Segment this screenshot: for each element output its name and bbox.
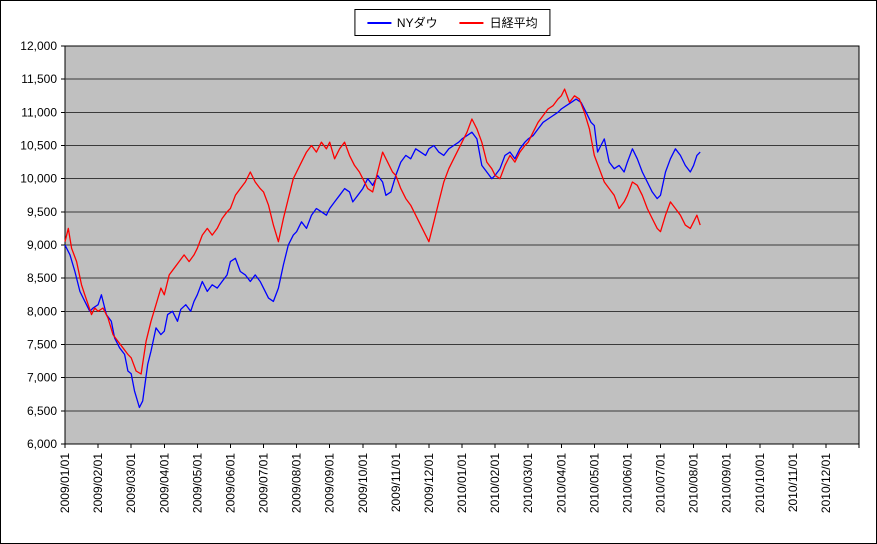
y-axis-label: 8,000 (27, 304, 57, 318)
x-axis-label: 2010/11/01 (786, 453, 800, 512)
nydow-line-sample-icon (366, 21, 391, 24)
x-axis-label: 2009/10/01 (356, 453, 370, 513)
x-axis-label: 2009/05/01 (190, 453, 204, 513)
y-axis-label: 9,500 (27, 205, 57, 219)
legend-label-nydow: NYダウ (396, 16, 438, 30)
y-axis-label: 8,500 (27, 271, 57, 285)
x-axis-label: 2010/07/01 (654, 453, 668, 513)
x-axis-label: 2009/11/01 (389, 453, 403, 512)
y-axis-label: 11,500 (21, 72, 57, 86)
x-axis-label: 2009/01/01 (58, 453, 72, 513)
x-axis-label: 2010/01/01 (455, 453, 469, 513)
x-axis-label: 2010/04/01 (554, 453, 568, 513)
legend-item-nydow: NYダウ (366, 14, 438, 31)
x-axis-label: 2010/02/01 (488, 453, 502, 513)
legend-item-nikkei: 日経平均 (459, 14, 538, 31)
chart-legend: NYダウ 日経平均 (353, 9, 551, 36)
nikkei-line-series (64, 88, 701, 375)
x-axis-label: 2009/02/01 (91, 453, 105, 513)
nydow-line-series (64, 98, 701, 409)
x-axis-label: 2009/08/01 (290, 453, 304, 513)
x-axis-label: 2009/09/01 (323, 453, 337, 513)
y-axis-label: 12,000 (20, 39, 57, 53)
y-axis-label: 11,000 (21, 105, 57, 119)
x-axis-label: 2009/03/01 (124, 453, 138, 513)
y-axis-label: 10,500 (20, 139, 57, 153)
x-axis-label: 2010/05/01 (587, 453, 601, 513)
x-axis-label: 2010/10/01 (753, 453, 767, 513)
y-axis-label: 9,000 (27, 238, 57, 252)
x-axis-label: 2010/12/01 (819, 453, 833, 513)
y-axis-label: 10,000 (20, 172, 57, 186)
x-axis-label: 2009/06/01 (223, 453, 237, 513)
nikkei-line-sample-icon (459, 21, 484, 24)
x-axis-label: 2010/06/01 (620, 453, 634, 513)
x-axis-label: 2009/07/01 (257, 453, 271, 513)
y-axis-label: 7,000 (27, 371, 57, 385)
y-axis-label: 6,000 (27, 437, 57, 451)
y-axis-label: 6,500 (27, 404, 57, 418)
y-axis-label: 7,500 (27, 338, 57, 352)
x-axis-label: 2010/08/01 (687, 453, 701, 513)
x-axis-label: 2009/04/01 (157, 453, 171, 513)
legend-label-nikkei: 日経平均 (489, 16, 538, 30)
x-axis-label: 2010/09/01 (720, 453, 734, 513)
x-axis-label: 2009/12/01 (422, 453, 436, 513)
x-axis-label: 2010/03/01 (521, 453, 535, 513)
